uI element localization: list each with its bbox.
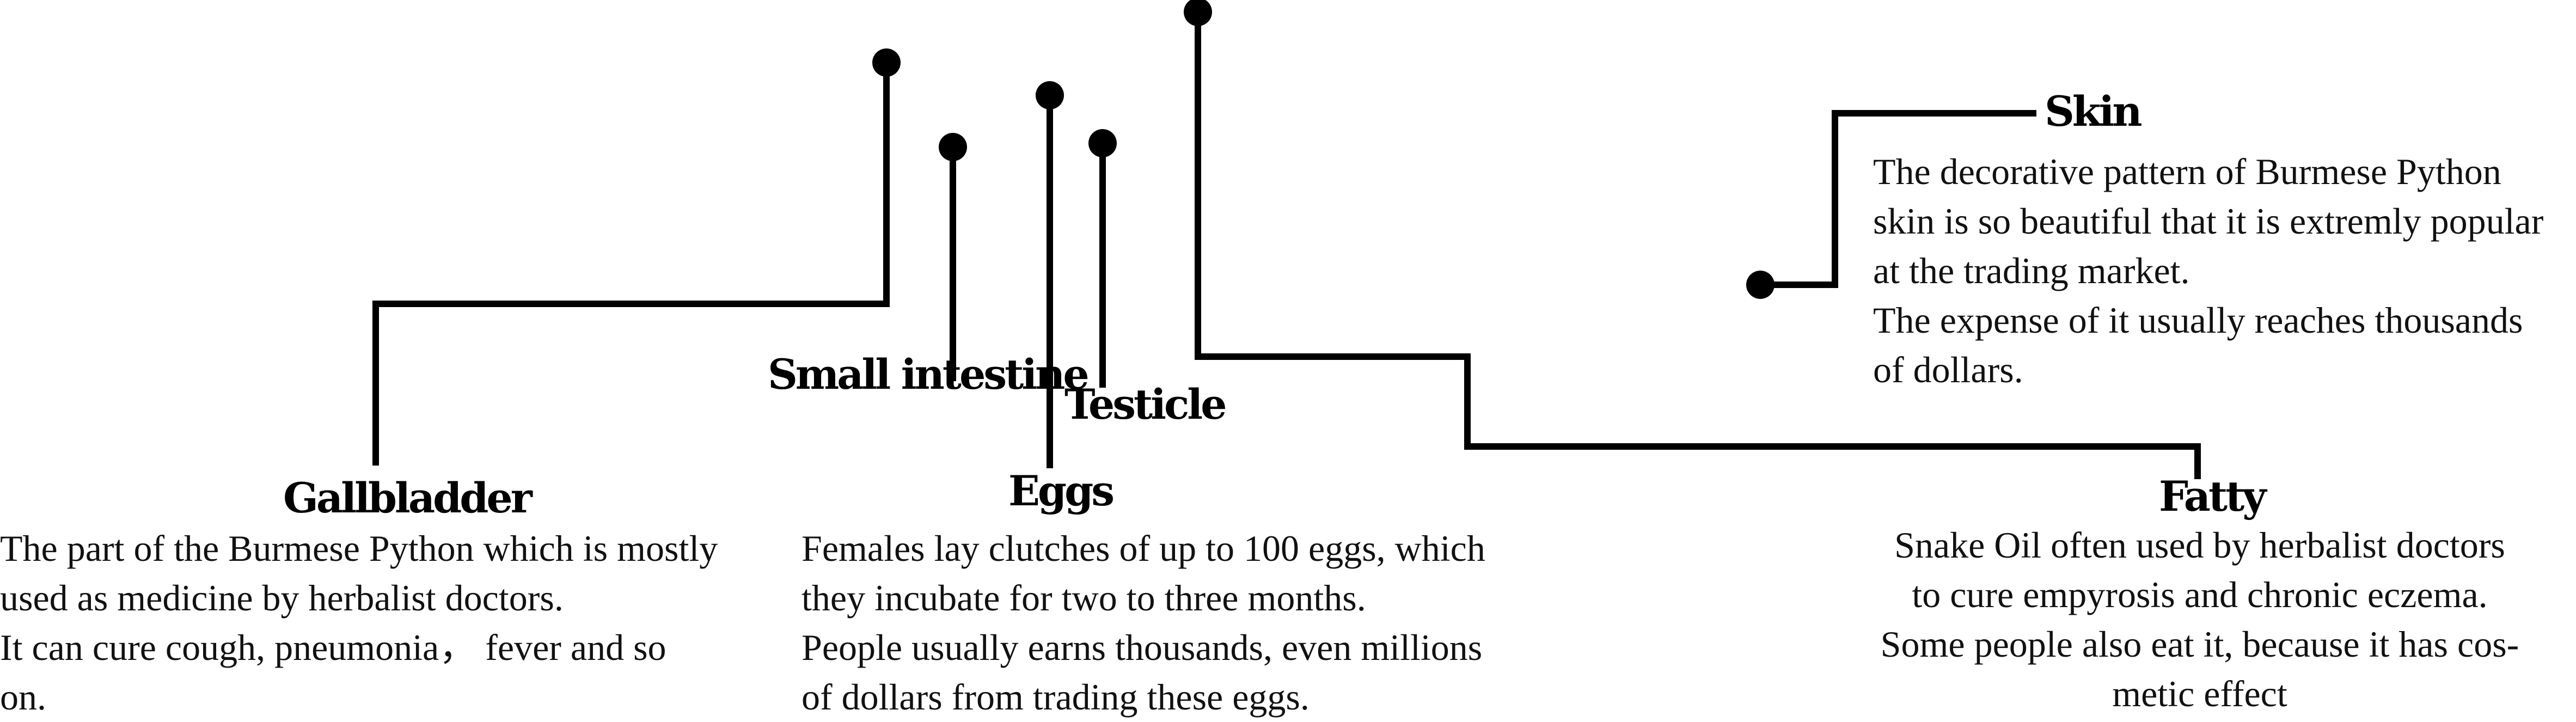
- skin-description-line: skin is so beautiful that it is extremly…: [1873, 200, 2544, 242]
- fatty-leader: [1195, 12, 2201, 479]
- fatty-description: Snake Oil often used by herbalist doctor…: [1851, 521, 2548, 719]
- gallbladder-leader: [372, 63, 890, 466]
- skin-description: The decorative pattern of Burmese Python…: [1873, 147, 2543, 395]
- eggs-description-line: Females lay clutches of up to 100 eggs, …: [801, 528, 1485, 569]
- eggs-label: Eggs: [1008, 467, 1115, 515]
- gallbladder-description-line: The part of the Burmese Python which is …: [0, 528, 718, 569]
- gallbladder-dot: [872, 48, 901, 77]
- testicle-label: Testicle: [1064, 380, 1227, 429]
- fatty-description-line: metic effect: [2112, 673, 2287, 714]
- gallbladder-description-line: on.: [0, 676, 46, 718]
- small-intestine-label: Small intestine: [768, 350, 1090, 399]
- eggs-description: Females lay clutches of up to 100 eggs, …: [801, 524, 1485, 722]
- fatty-description-line: Some people also eat it, because it has …: [1880, 623, 2519, 665]
- fatty-description-line: to cure empyrosis and chronic eczema.: [1912, 574, 2488, 615]
- gallbladder-description-line: used as medicine by herbalist doctors.: [0, 577, 564, 619]
- eggs-dot: [1036, 81, 1064, 109]
- skin-description-line: at the trading market.: [1873, 250, 2190, 291]
- eggs-description-line: People usually earns thousands, even mil…: [801, 627, 1483, 668]
- skin-dot: [1746, 271, 1775, 299]
- skin-description-line: The decorative pattern of Burmese Python: [1873, 151, 2501, 192]
- eggs-description-line: they incubate for two to three months.: [801, 577, 1366, 619]
- testicle-dot: [1088, 129, 1117, 157]
- fatty-description-line: Snake Oil often used by herbalist doctor…: [1894, 524, 2505, 566]
- fatty-dot: [1184, 0, 1212, 26]
- gallbladder-description: The part of the Burmese Python which is …: [0, 524, 718, 722]
- skin-description-line: of dollars.: [1873, 349, 2023, 390]
- eggs-description-line: of dollars from trading these eggs.: [801, 676, 1310, 718]
- gallbladder-label: Gallbladder: [283, 474, 533, 522]
- skin-label: Skin: [2045, 87, 2143, 136]
- small-intestine-dot: [939, 133, 967, 161]
- fatty-label: Fatty: [2159, 472, 2266, 521]
- gallbladder-description-line: It can cure cough, pneumonia， fever and …: [0, 627, 666, 668]
- skin-leader: [1760, 110, 2036, 288]
- skin-description-line: The expense of it usually reaches thousa…: [1873, 299, 2523, 341]
